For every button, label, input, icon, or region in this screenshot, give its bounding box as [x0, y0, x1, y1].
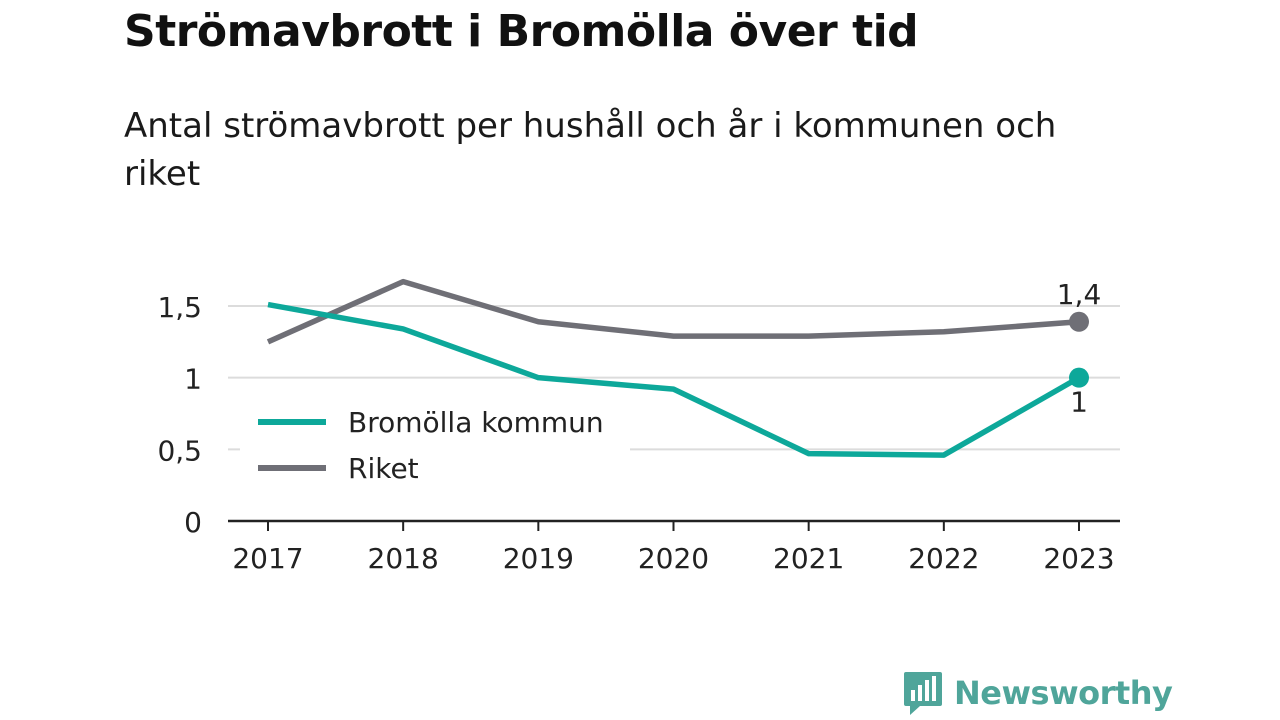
- x-tick-label: 2017: [232, 542, 303, 575]
- x-tick-label: 2018: [368, 542, 439, 575]
- chart-title: Strömavbrott i Bromölla över tid: [124, 6, 919, 57]
- x-tick-label: 2019: [503, 542, 574, 575]
- newsworthy-chart-bubble-icon: [904, 672, 942, 715]
- legend-label: Bromölla kommun: [348, 406, 604, 439]
- x-tick-label: 2023: [1043, 542, 1114, 575]
- series-line: [266, 278, 1080, 345]
- y-tick-label: 1,5: [157, 291, 202, 324]
- data-labels: 11,4: [1057, 278, 1102, 419]
- brand-name: Newsworthy: [954, 674, 1173, 712]
- series-line: [267, 301, 1081, 458]
- end-point-marker: [1069, 367, 1089, 388]
- end-point-label: 1,4: [1057, 278, 1102, 311]
- x-tick-label: 2022: [908, 542, 979, 575]
- x-tick-label: 2020: [638, 542, 709, 575]
- series-lines: [266, 278, 1081, 458]
- legend: Bromölla kommun Riket: [240, 396, 630, 504]
- legend-label: Riket: [348, 452, 419, 485]
- newsworthy-logo: Newsworthy: [902, 670, 1173, 716]
- y-tick-label: 1: [184, 363, 202, 396]
- axes: 0 0,5 1 1,5 2017 2018 2019 2020 2021 2022 2023: [157, 291, 1120, 575]
- end-point-marker: [1069, 311, 1089, 332]
- end-point-label: 1: [1070, 386, 1088, 419]
- chart-subtitle: Antal strömavbrott per hushåll och år i …: [124, 106, 1057, 194]
- y-tick-label: 0: [184, 506, 202, 539]
- y-tick-label: 0,5: [157, 434, 202, 467]
- x-tick-label: 2021: [773, 542, 844, 575]
- legend-background: [240, 396, 630, 504]
